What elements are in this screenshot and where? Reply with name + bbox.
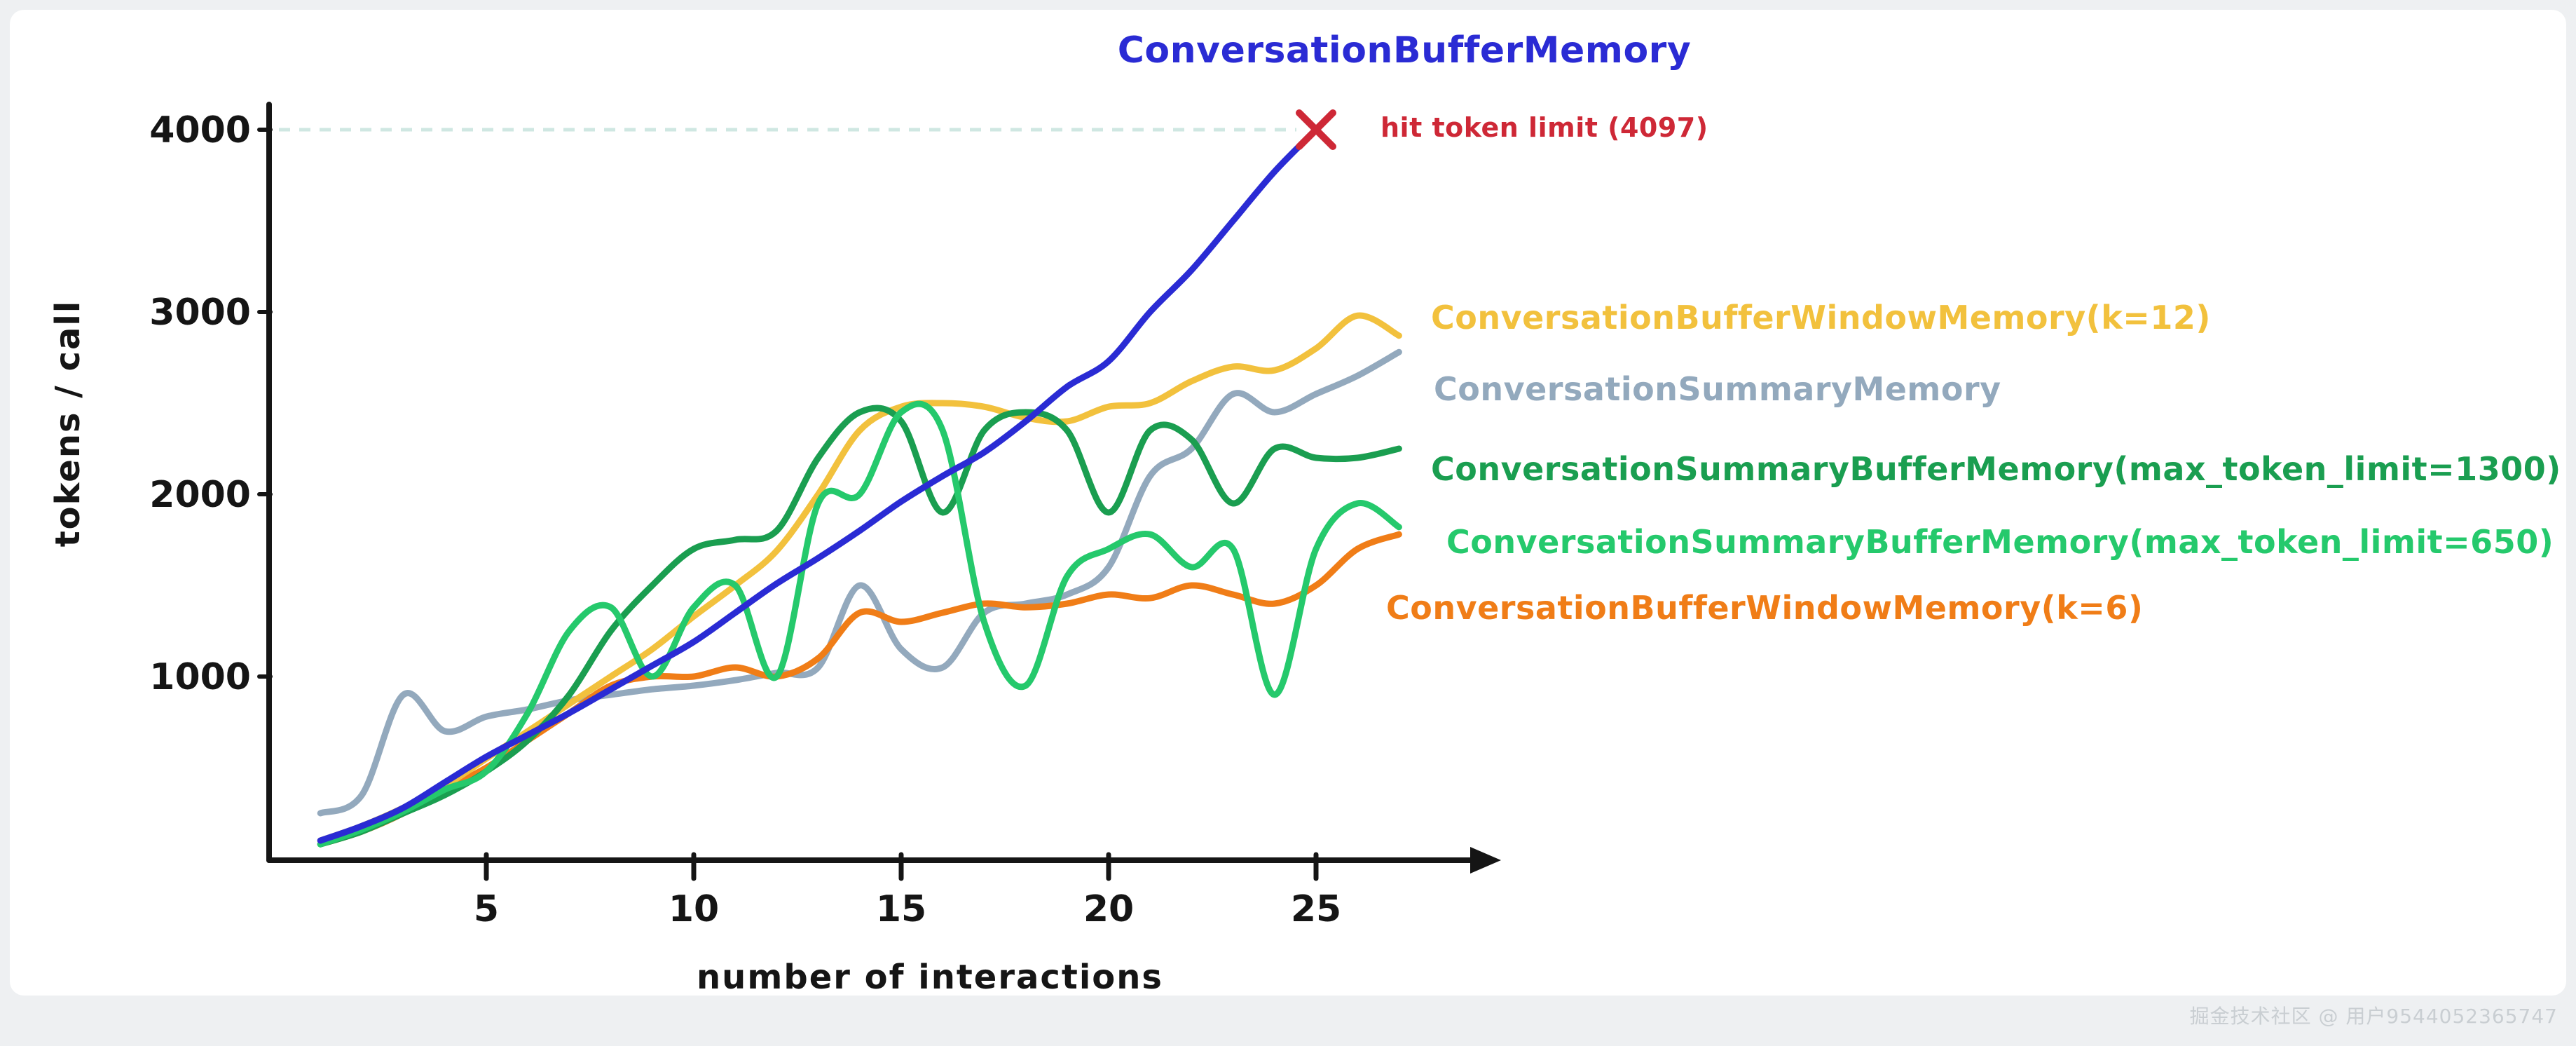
series-label-conversation-summary-memory: ConversationSummaryMemory: [1434, 370, 2001, 408]
y-tick-label: 4000: [149, 109, 251, 151]
chart-card: 5 10 15 20 25 1000 2000 3000 4000 tokens / call …: [10, 10, 2566, 997]
series-label-conversation-summary-buffer-memory-650: ConversationSummaryBufferMemory(max_toke…: [1446, 523, 2554, 561]
series-line-conversation-buffer-window-memory-k6: [317, 531, 1402, 848]
x-tick-label: 5: [474, 888, 499, 930]
y-tick-label: 2000: [149, 474, 251, 516]
series-line-conversation-summary-buffer-memory-650: [317, 400, 1402, 848]
series-line-conversation-summary-memory: [317, 348, 1402, 817]
y-axis-label: tokens / call: [48, 299, 88, 548]
series-label-conversation-buffer-window-memory-k6: ConversationBufferWindowMemory(k=6): [1386, 589, 2144, 627]
series-label-conversation-buffer-window-memory-k12: ConversationBufferWindowMemory(k=12): [1431, 299, 2211, 337]
token-limit-x-marker: [1296, 109, 1336, 150]
x-tick-label: 20: [1083, 888, 1134, 930]
series-label-conversation-summary-buffer-memory-1300: ConversationSummaryBufferMemory(max_toke…: [1431, 450, 2561, 488]
x-axis-arrow: [1470, 847, 1501, 874]
token-limit-annotation: hit token limit (4097): [1381, 112, 1708, 143]
series-line-conversation-summary-buffer-memory-1300: [317, 405, 1402, 848]
x-tick-label: 10: [669, 888, 719, 930]
series-line-conversation-buffer-memory: [317, 126, 1320, 844]
y-tick-label: 3000: [149, 292, 251, 334]
watermark: 掘金技术社区 @ 用户9544052365747: [2189, 1005, 2558, 1028]
x-axis-label: number of interactions: [697, 958, 1163, 997]
line-chart: 5 10 15 20 25 1000 2000 3000 4000: [149, 102, 1501, 930]
x-tick-label: 25: [1291, 888, 1341, 930]
y-tick-label: 1000: [149, 656, 251, 698]
series-label-conversation-buffer-memory: ConversationBufferMemory: [1117, 29, 1692, 72]
x-tick-label: 15: [876, 888, 926, 930]
